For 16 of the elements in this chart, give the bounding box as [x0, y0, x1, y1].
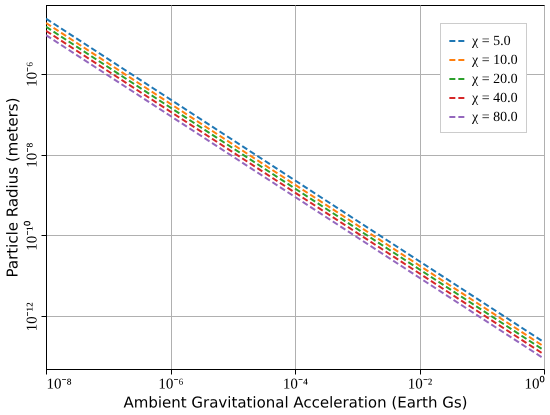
y-tick-label: 10⁻¹² — [24, 302, 40, 332]
x-tick-label: 10⁻² — [408, 376, 433, 392]
x-axis-title: Ambient Gravitational Acceleration (Earth Gs) — [123, 394, 468, 412]
x-tick-label: 10⁰ — [524, 376, 544, 392]
x-tick-label: 10⁻⁶ — [158, 376, 184, 392]
y-tick-label: 10⁻⁶ — [24, 62, 40, 87]
legend-label: χ = 80.0 — [471, 110, 518, 125]
x-tick-label: 10⁻⁴ — [282, 376, 308, 392]
legend-label: χ = 20.0 — [471, 72, 518, 87]
y-tick-label: 10⁻⁸ — [24, 142, 40, 168]
legend-label: χ = 40.0 — [471, 91, 518, 106]
y-tick-label: 10⁻¹⁰ — [24, 221, 40, 251]
legend-label: χ = 10.0 — [471, 53, 518, 68]
x-tick-label: 10⁻⁸ — [46, 376, 72, 392]
y-axis-title: Particle Radius (meters) — [4, 98, 22, 278]
legend-label: χ = 5.0 — [471, 34, 511, 49]
